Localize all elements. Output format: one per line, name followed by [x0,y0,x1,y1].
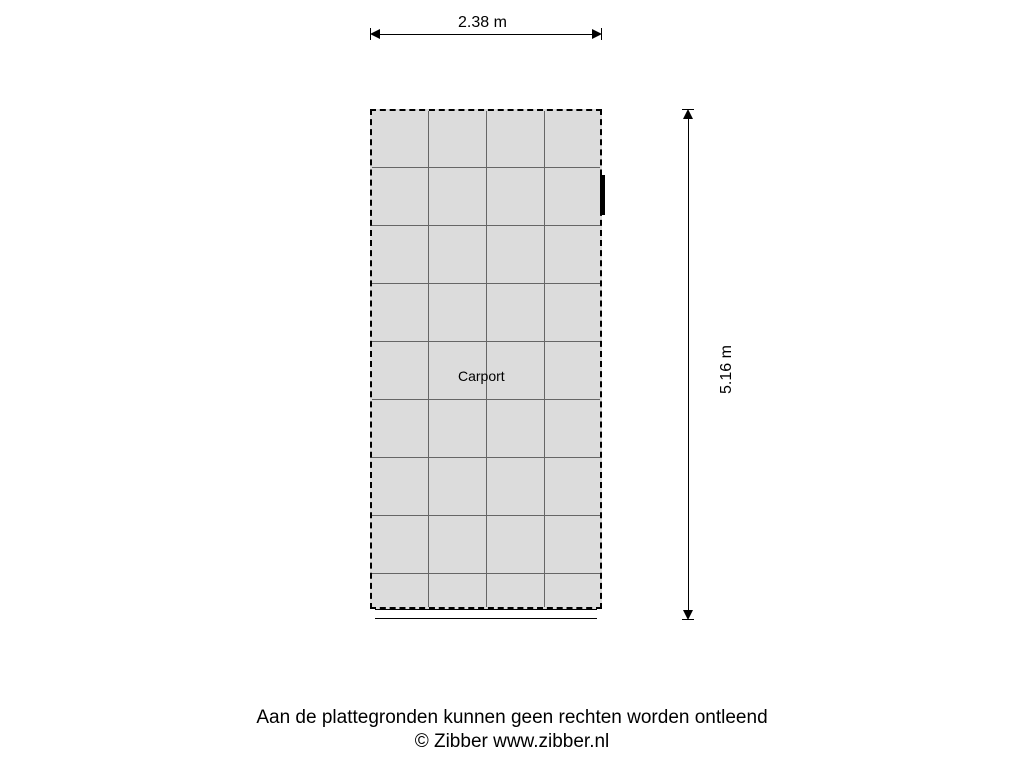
footer-copyright: © Zibber www.zibber.nl [0,731,1024,753]
floorplan-container: Carport 2.38 m 5.16 m Aan de plattegrond… [0,0,1024,768]
dim-tick [601,28,602,40]
dim-tick [370,28,371,40]
wall-marker [600,175,605,215]
dim-label-height: 5.16 m [718,334,736,394]
grid-line-v [544,111,545,607]
dim-label-width: 2.38 m [458,14,507,32]
dim-tick [682,109,694,110]
footer-disclaimer: Aan de plattegronden kunnen geen rechten… [0,707,1024,729]
dim-line-top [378,34,594,35]
grid-line-v [486,111,487,607]
dim-arrow-left-icon [370,29,380,39]
dim-line-right [688,117,689,612]
room-label: Carport [458,368,505,384]
dim-arrow-up-icon [683,109,693,119]
grid-line-v [428,111,429,607]
dim-tick [682,619,694,620]
opening-strip [375,609,597,619]
